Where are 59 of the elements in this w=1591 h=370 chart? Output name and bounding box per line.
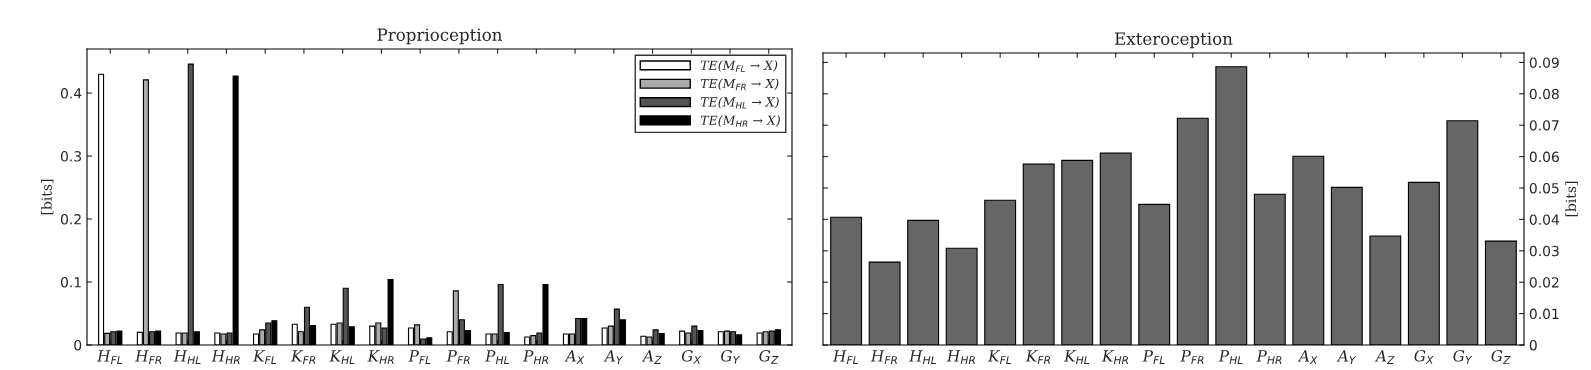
- x-tick-label: G$_{Z}$: [759, 350, 779, 364]
- y2-tick-label: 0.07: [1529, 120, 1559, 131]
- legend-label: TE(M$_{FL}$ → X): [700, 60, 778, 72]
- y-tick-label: 0: [74, 339, 82, 351]
- y2-tick-label: 0.05: [1529, 182, 1559, 194]
- x-tick-label: P$_{FR}$: [446, 350, 470, 364]
- y2-tick-label: 0.09: [1529, 57, 1559, 68]
- y2-tick-label: 0.01: [1529, 308, 1559, 320]
- y2-tick-label: 0.03: [1529, 245, 1559, 257]
- x-tick-label: K$_{HL}$: [1063, 350, 1090, 364]
- x-tick-label: A$_{Z}$: [1374, 350, 1395, 364]
- x-tick-label: P$_{FR}$: [1180, 350, 1204, 364]
- y-tick-label: 0.1: [60, 276, 81, 288]
- x-tick-label: G$_{X}$: [1414, 350, 1434, 364]
- x-tick-label: A$_{Y}$: [1336, 350, 1357, 364]
- chart-title: Exteroception: [1115, 32, 1233, 49]
- x-tick-label: H$_{FL}$: [832, 350, 858, 364]
- x-tick-label: K$_{FL}$: [252, 350, 277, 364]
- x-tick-label: K$_{HR}$: [1101, 350, 1128, 364]
- x-tick-label: P$_{FL}$: [408, 350, 431, 364]
- x-tick-label: G$_{X}$: [681, 350, 702, 364]
- x-tick-label: H$_{FL}$: [96, 350, 123, 364]
- y-axis-title: [bits]: [41, 179, 54, 215]
- y-tick-label: 0.2: [60, 214, 81, 225]
- legend-label: TE(M$_{HR}$ → X): [700, 115, 780, 127]
- x-tick-label: P$_{HL}$: [484, 350, 509, 364]
- x-tick-label: H$_{HL}$: [908, 350, 936, 364]
- y2-tick-label: 0.06: [1529, 151, 1559, 163]
- x-tick-label: H$_{FR}$: [135, 350, 162, 364]
- y2-tick-label: 0: [1529, 339, 1537, 351]
- x-tick-label: A$_{X}$: [1297, 350, 1318, 364]
- y2-axis-title: [bits]: [1565, 181, 1578, 217]
- y-tick-label: 0.3: [60, 151, 82, 162]
- x-tick-label: K$_{FR}$: [290, 350, 316, 364]
- x-tick-label: K$_{HL}$: [329, 350, 355, 364]
- legend-label: TE(M$_{HL}$ → X): [700, 96, 779, 109]
- y2-tick-label: 0.02: [1529, 277, 1559, 288]
- x-tick-label: P$_{FL}$: [1142, 350, 1165, 364]
- x-tick-label: K$_{FL}$: [987, 350, 1012, 364]
- x-tick-label: H$_{HL}$: [173, 350, 201, 364]
- x-tick-label: H$_{FR}$: [870, 350, 897, 364]
- x-tick-label: G$_{Y}$: [721, 350, 740, 364]
- legend-label: TE(M$_{FR}$ → X): [700, 78, 779, 91]
- x-tick-label: K$_{HR}$: [367, 350, 394, 364]
- x-tick-label: P$_{HR}$: [1256, 350, 1282, 364]
- x-tick-label: G$_{Z}$: [1491, 350, 1511, 364]
- y-tick-label: 0.4: [60, 88, 82, 99]
- x-tick-label: P$_{HL}$: [1218, 350, 1243, 364]
- x-tick-label: A$_{X}$: [564, 350, 585, 364]
- x-tick-label: H$_{HR}$: [211, 350, 240, 364]
- x-tick-label: K$_{FR}$: [1025, 350, 1050, 364]
- x-tick-label: A$_{Y}$: [603, 350, 624, 364]
- y2-tick-label: 0.04: [1529, 214, 1560, 225]
- x-tick-label: A$_{Z}$: [641, 350, 662, 364]
- x-tick-label: P$_{HR}$: [522, 350, 549, 364]
- y2-tick-label: 0.08: [1529, 88, 1559, 100]
- x-tick-label: G$_{Y}$: [1453, 350, 1473, 364]
- x-tick-label: H$_{HR}$: [946, 350, 975, 364]
- chart-title: Proprioception: [377, 28, 502, 45]
